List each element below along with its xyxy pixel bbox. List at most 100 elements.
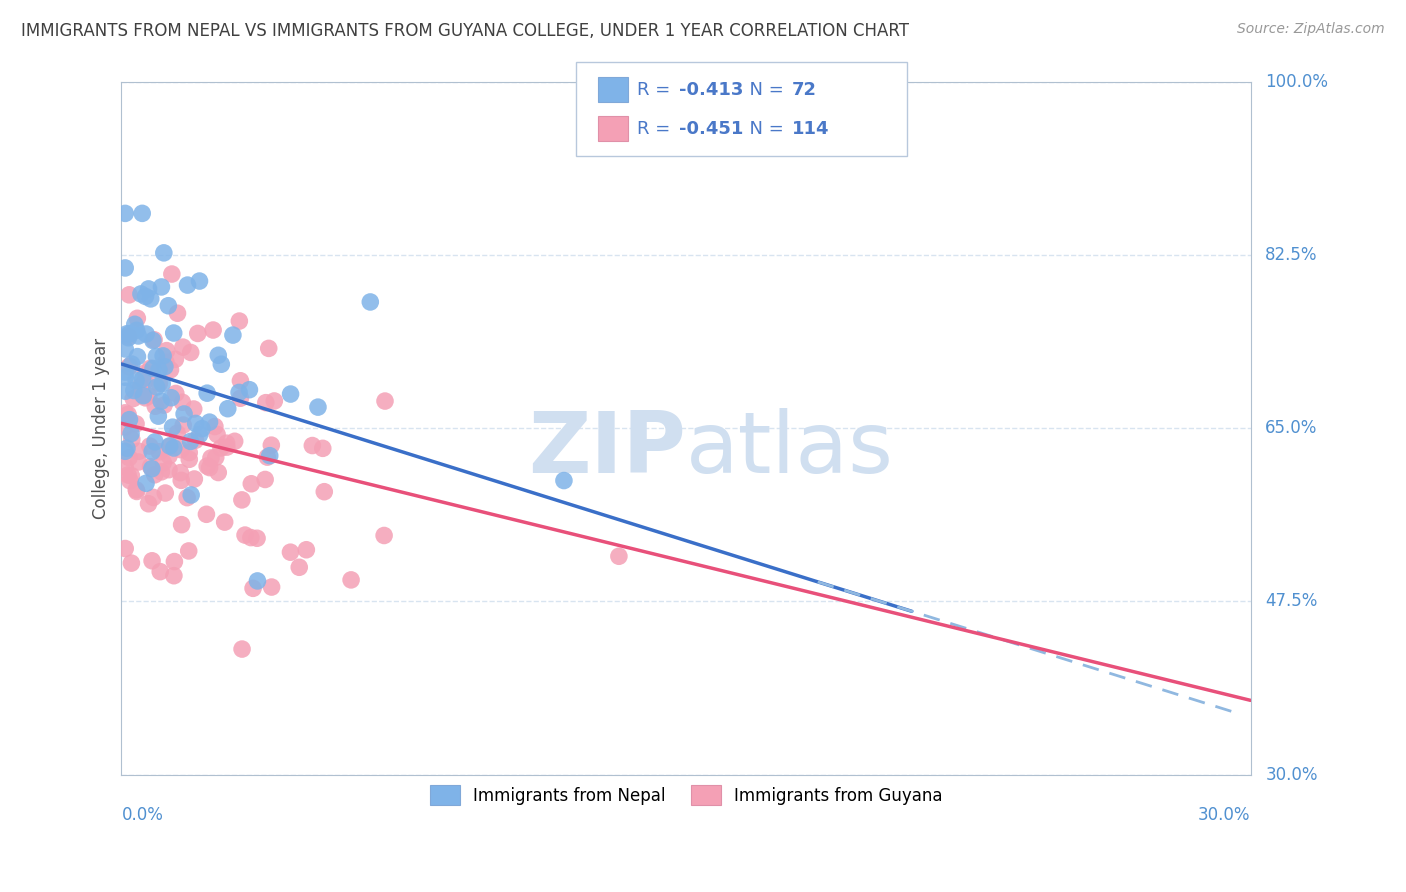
Point <box>125 323 148 337</box>
Point <box>125 374 148 388</box>
Point <box>148 363 170 377</box>
Point <box>134 289 156 303</box>
Point <box>118 327 141 342</box>
Point <box>163 568 186 582</box>
Point <box>157 299 180 313</box>
Point <box>150 280 173 294</box>
Point <box>228 385 250 400</box>
Point <box>204 419 226 434</box>
Point <box>125 484 148 499</box>
Point <box>139 361 162 376</box>
Point <box>132 389 155 403</box>
Text: R =: R = <box>637 81 676 99</box>
Text: 82.5%: 82.5% <box>1265 246 1317 264</box>
Point <box>152 456 174 470</box>
Point <box>169 466 191 480</box>
Point <box>195 508 218 522</box>
Text: ZIP: ZIP <box>529 408 686 491</box>
Point <box>180 345 202 359</box>
Point <box>202 323 225 337</box>
Point <box>180 434 202 449</box>
Point <box>260 438 283 452</box>
Point <box>240 476 263 491</box>
Point <box>118 288 141 302</box>
Point <box>138 282 160 296</box>
Point <box>246 574 269 588</box>
Point <box>118 359 141 374</box>
Point <box>259 449 281 463</box>
Point <box>180 488 202 502</box>
Point <box>157 463 180 477</box>
Point <box>142 334 165 348</box>
Point <box>115 442 138 456</box>
Point <box>198 415 221 429</box>
Point <box>224 434 246 449</box>
Point <box>217 401 239 416</box>
Text: -0.413: -0.413 <box>679 81 744 99</box>
Point <box>114 420 136 434</box>
Text: 30.0%: 30.0% <box>1265 765 1317 783</box>
Point <box>204 450 226 465</box>
Point <box>215 436 238 450</box>
Point <box>280 387 302 401</box>
Text: 47.5%: 47.5% <box>1265 592 1317 610</box>
Point <box>149 565 172 579</box>
Point <box>373 528 395 542</box>
Point <box>166 426 188 441</box>
Text: atlas: atlas <box>686 408 894 491</box>
Point <box>134 391 156 405</box>
Text: N =: N = <box>738 81 790 99</box>
Point <box>148 409 170 424</box>
Point <box>127 329 149 343</box>
Point <box>170 473 193 487</box>
Point <box>118 359 141 373</box>
Text: 72: 72 <box>792 81 817 99</box>
Point <box>205 427 228 442</box>
Point <box>162 420 184 434</box>
Text: 114: 114 <box>792 120 830 137</box>
Point <box>118 450 141 465</box>
Point <box>163 441 186 455</box>
Point <box>138 497 160 511</box>
Point <box>155 355 177 369</box>
Point <box>172 418 194 433</box>
Point <box>139 439 162 453</box>
Point <box>179 452 201 467</box>
Point <box>307 400 329 414</box>
Point <box>280 545 302 559</box>
Point <box>239 531 262 545</box>
Point <box>129 379 152 393</box>
Point <box>160 267 183 281</box>
Point <box>242 582 264 596</box>
Point <box>114 384 136 399</box>
Point <box>131 387 153 401</box>
Point <box>127 311 149 326</box>
Point <box>117 467 139 482</box>
Point <box>172 340 194 354</box>
Point <box>114 370 136 384</box>
Point <box>184 434 207 448</box>
Point <box>160 391 183 405</box>
Point <box>187 326 209 341</box>
Point <box>260 580 283 594</box>
Point <box>135 326 157 341</box>
Point <box>191 422 214 436</box>
Point <box>139 292 162 306</box>
Point <box>209 441 232 455</box>
Point <box>229 391 252 405</box>
Point <box>114 206 136 220</box>
Point <box>153 359 176 374</box>
Point <box>159 439 181 453</box>
Point <box>138 389 160 403</box>
Point <box>183 402 205 417</box>
Point <box>141 554 163 568</box>
Point <box>231 642 253 657</box>
Point <box>198 460 221 475</box>
Point <box>114 444 136 458</box>
Point <box>131 206 153 220</box>
Point <box>157 449 180 463</box>
Text: 0.0%: 0.0% <box>121 805 163 823</box>
Point <box>114 541 136 556</box>
Point <box>195 386 218 401</box>
Point <box>115 326 138 341</box>
